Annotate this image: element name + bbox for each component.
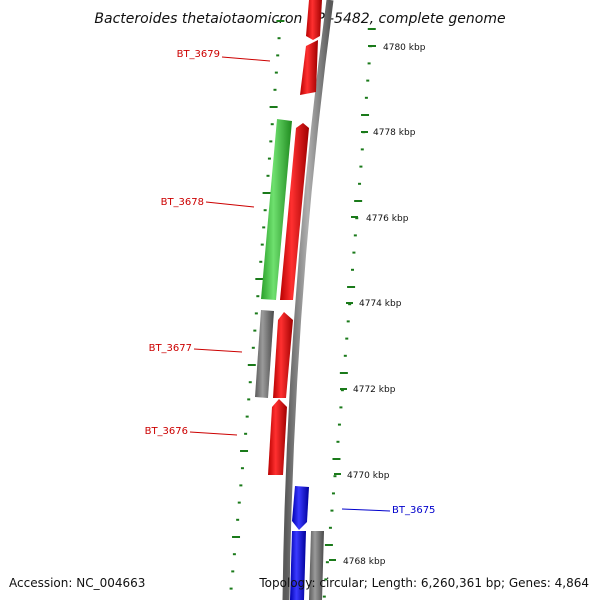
cds-feature-bt3676[interactable]: [268, 399, 287, 475]
gene-label-bt3676[interactable]: BT_3676: [145, 426, 188, 437]
gene-label-bt3678[interactable]: BT_3678: [161, 197, 204, 208]
genome-backbone: [282, 0, 334, 600]
cds-feature-bt3678[interactable]: [280, 123, 309, 300]
scale-label-4770: 4770 kbp: [347, 471, 390, 481]
rna-feature-bt3678[interactable]: [261, 119, 292, 300]
gene-label-bt3675[interactable]: BT_3675: [392, 505, 435, 516]
gene-labels: BT_3679 BT_3678 BT_3677 BT_3676 BT_3675: [145, 49, 436, 516]
other-feature-bottom[interactable]: [309, 531, 324, 600]
gene-label-bt3677[interactable]: BT_3677: [149, 343, 192, 354]
other-feature-bt3677[interactable]: [255, 310, 274, 398]
topology-label: Topology: circular; Length: 6,260,361 bp…: [258, 576, 589, 590]
cds-feature-top[interactable]: [306, 0, 322, 40]
scale-label-4768: 4768 kbp: [343, 557, 386, 567]
accession-label: Accession: NC_004663: [9, 576, 145, 590]
outer-tick-ring: [322, 28, 376, 598]
cds-feature-bottom-blue[interactable]: [290, 531, 306, 600]
feature-track: [255, 0, 324, 600]
map-title: Bacteroides thetaiotaomicron VPI-5482, c…: [94, 11, 505, 27]
cds-feature-bt3677[interactable]: [273, 312, 293, 398]
cds-feature-bt3675[interactable]: [292, 486, 309, 530]
scale-label-4776: 4776 kbp: [366, 214, 409, 224]
scale-label-4780: 4780 kbp: [383, 43, 426, 53]
scale-label-4772: 4772 kbp: [353, 385, 396, 395]
inner-tick-ring: [229, 20, 285, 590]
gene-label-bt3679[interactable]: BT_3679: [177, 49, 220, 60]
scale-label-4774: 4774 kbp: [359, 299, 402, 309]
scale-labels: 4780 kbp 4778 kbp 4776 kbp 4774 kbp 4772…: [329, 43, 426, 567]
cds-feature-bt3679[interactable]: [300, 40, 318, 95]
scale-label-4778: 4778 kbp: [373, 128, 416, 138]
